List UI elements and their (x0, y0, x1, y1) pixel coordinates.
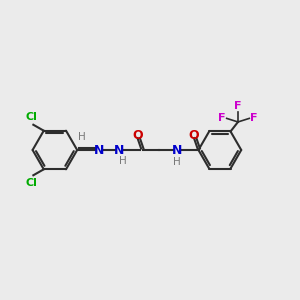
Text: N: N (94, 143, 105, 157)
Text: H: H (173, 157, 181, 166)
Text: H: H (78, 132, 86, 142)
Text: Cl: Cl (25, 178, 37, 188)
Text: F: F (250, 113, 258, 123)
Text: F: F (218, 113, 226, 123)
Text: N: N (172, 143, 182, 157)
Text: N: N (114, 143, 124, 157)
Text: O: O (132, 129, 143, 142)
Text: O: O (189, 129, 199, 142)
Text: F: F (234, 101, 242, 111)
Text: H: H (119, 156, 127, 166)
Text: Cl: Cl (25, 112, 37, 122)
